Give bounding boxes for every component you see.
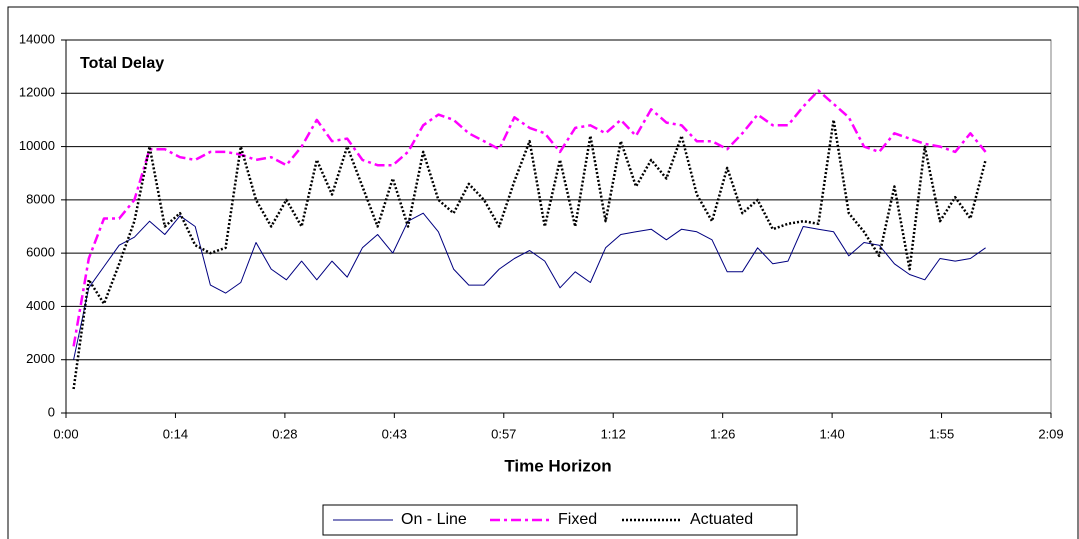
plot-area: [65, 39, 1052, 414]
y-tick-label: 4000: [26, 298, 55, 313]
y-tick-label: 0: [48, 404, 55, 419]
y-tick-label: 2000: [26, 351, 55, 366]
y-tick-label: 10000: [19, 138, 55, 153]
x-tick-label: 0:43: [382, 426, 407, 441]
legend-box: [322, 504, 798, 536]
series-line: [73, 212, 986, 360]
y-tick-label: 12000: [19, 85, 55, 100]
y-tick-label: 6000: [26, 245, 55, 260]
x-tick-label: 2:09: [1038, 426, 1063, 441]
legend-label: Fixed: [558, 511, 597, 528]
x-tick-label: 1:55: [929, 426, 954, 441]
x-tick-label: 0:00: [53, 426, 78, 441]
legend-label: On - Line: [401, 511, 467, 528]
x-axis-title: Time Horizon: [504, 456, 611, 475]
x-tick-label: 0:28: [272, 426, 297, 441]
y-tick-label: 14000: [19, 31, 55, 46]
x-tick-label: 0:57: [491, 426, 516, 441]
x-tick-label: 1:26: [710, 426, 735, 441]
x-tick-label: 1:40: [819, 426, 844, 441]
x-tick-label: 0:14: [163, 426, 188, 441]
y-tick-label: 8000: [26, 191, 55, 206]
x-tick-label: 1:12: [601, 426, 626, 441]
legend-label: Actuated: [690, 511, 753, 528]
chart-title: Total Delay: [80, 55, 164, 72]
series-line: [72, 118, 987, 390]
series-line: [72, 89, 987, 347]
